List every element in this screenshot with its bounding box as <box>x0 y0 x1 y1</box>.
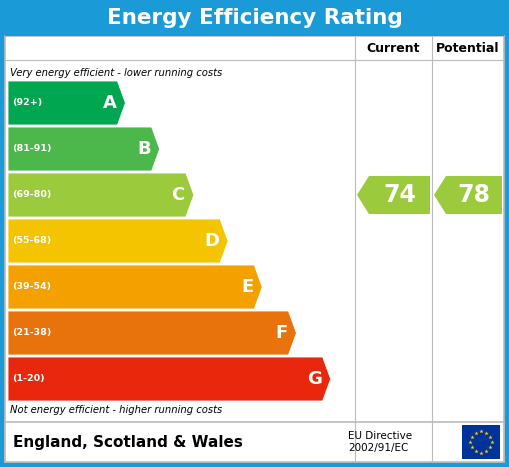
Text: Not energy efficient - higher running costs: Not energy efficient - higher running co… <box>10 405 222 415</box>
Text: 2002/91/EC: 2002/91/EC <box>348 443 408 453</box>
Text: (81-91): (81-91) <box>12 144 51 154</box>
FancyBboxPatch shape <box>5 0 504 36</box>
Text: F: F <box>275 324 288 342</box>
Text: EU Directive: EU Directive <box>348 431 412 441</box>
Text: D: D <box>204 232 219 250</box>
Text: (21-38): (21-38) <box>12 328 51 338</box>
Text: (39-54): (39-54) <box>12 283 51 291</box>
Text: G: G <box>307 370 322 388</box>
Text: England, Scotland & Wales: England, Scotland & Wales <box>13 434 243 450</box>
Polygon shape <box>434 176 502 214</box>
Text: C: C <box>172 186 185 204</box>
Text: B: B <box>137 140 151 158</box>
Polygon shape <box>8 311 296 355</box>
Polygon shape <box>8 219 228 263</box>
Polygon shape <box>8 127 160 171</box>
Polygon shape <box>8 265 262 309</box>
Text: 74: 74 <box>383 183 416 207</box>
Text: (92+): (92+) <box>12 99 42 107</box>
Text: Very energy efficient - lower running costs: Very energy efficient - lower running co… <box>10 68 222 78</box>
FancyBboxPatch shape <box>5 422 504 462</box>
Polygon shape <box>8 173 194 217</box>
Polygon shape <box>8 81 125 125</box>
Text: 78: 78 <box>458 183 491 207</box>
Text: (69-80): (69-80) <box>12 191 51 199</box>
FancyBboxPatch shape <box>5 36 504 462</box>
Text: A: A <box>103 94 117 112</box>
Text: E: E <box>241 278 253 296</box>
Text: Energy Efficiency Rating: Energy Efficiency Rating <box>106 8 403 28</box>
FancyBboxPatch shape <box>462 425 500 459</box>
Polygon shape <box>8 357 331 401</box>
Polygon shape <box>357 176 430 214</box>
Text: (55-68): (55-68) <box>12 236 51 246</box>
Text: (1-20): (1-20) <box>12 375 45 383</box>
Text: Current: Current <box>367 42 420 55</box>
Text: Potential: Potential <box>436 42 500 55</box>
